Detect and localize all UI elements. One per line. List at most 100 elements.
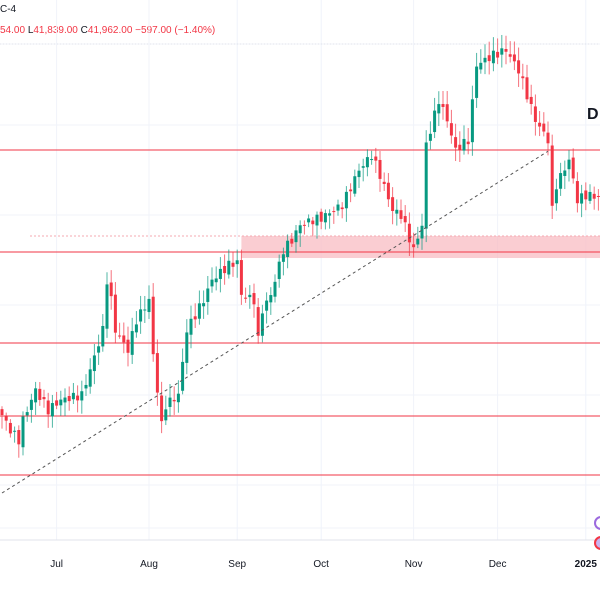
candle-body — [118, 335, 122, 337]
candle-body — [206, 288, 210, 302]
candle-body — [353, 176, 357, 194]
candle-body — [260, 313, 264, 336]
candle-body — [584, 190, 588, 200]
candle-body — [298, 225, 302, 234]
candle-body — [214, 278, 218, 283]
candle-body — [273, 281, 277, 297]
candle-body — [42, 397, 46, 400]
candle-body — [244, 297, 248, 299]
candle-body — [525, 77, 529, 100]
candle-body — [55, 400, 59, 406]
candle-body — [332, 211, 336, 213]
candle-body — [449, 123, 453, 136]
candle-body — [210, 279, 214, 287]
candle-body — [235, 260, 239, 265]
candle-body — [416, 238, 420, 245]
high-value: 54.00 — [0, 25, 26, 36]
candle-body — [92, 355, 96, 372]
candle-body — [151, 296, 155, 355]
candle-body — [533, 106, 537, 122]
candle-body — [475, 66, 479, 98]
candle-body — [399, 210, 403, 219]
candle-body — [458, 144, 462, 151]
x-tick-label: Dec — [489, 559, 507, 570]
candle-body — [265, 300, 269, 311]
low-label: L — [27, 25, 34, 36]
candle-body — [437, 104, 441, 114]
change-value: −597.00 (−1.40%) — [135, 25, 216, 36]
candle-body — [252, 293, 256, 305]
x-tick-label: Aug — [140, 559, 158, 570]
indicator-icon[interactable] — [594, 516, 600, 530]
candle-body — [559, 173, 563, 189]
candle-body — [328, 213, 332, 216]
candle-body — [143, 309, 147, 311]
x-tick-label: Nov — [405, 559, 423, 570]
candle-body — [130, 331, 134, 355]
candle-body — [344, 191, 348, 209]
candle-body — [361, 166, 365, 168]
candle-body — [538, 122, 542, 127]
candle-body — [479, 62, 483, 70]
candle-body — [441, 104, 445, 107]
candle-body — [508, 54, 512, 57]
candle-body — [25, 412, 29, 416]
candle-body — [113, 294, 117, 333]
candle-body — [491, 50, 495, 64]
low-value: 41,839.00 — [33, 25, 78, 36]
candle-body — [382, 181, 386, 184]
candle-body — [17, 430, 21, 445]
candle-body — [575, 181, 579, 204]
candle-body — [126, 339, 130, 353]
candle-body — [403, 216, 407, 223]
candle-body — [248, 294, 252, 298]
candle-body — [277, 261, 281, 280]
candle-body — [29, 399, 33, 410]
close-value: 41,962.00 — [87, 25, 133, 36]
close-label: C — [80, 25, 88, 36]
x-tick-label: 2025 — [575, 559, 598, 570]
alert-icon[interactable] — [594, 536, 600, 550]
candle-body — [286, 240, 290, 257]
candle-body — [428, 133, 432, 141]
x-tick-label: Oct — [313, 559, 329, 570]
candle-body — [433, 110, 437, 133]
candle-body — [466, 141, 470, 145]
x-tick-label: Sep — [228, 559, 246, 570]
candle-body — [281, 254, 285, 262]
candle-body — [407, 223, 411, 243]
candle-body — [202, 303, 206, 307]
candle-body — [470, 99, 474, 143]
candle-body — [0, 409, 4, 415]
candle-body — [160, 395, 164, 422]
candle-body — [290, 238, 294, 244]
candle-body — [4, 415, 8, 421]
candle-body — [80, 391, 84, 401]
candle-body — [76, 395, 80, 401]
candle-body — [34, 388, 38, 403]
candle-body — [420, 225, 424, 239]
ohlc-readout: 54.00 L41,839.00 C41,962.00 −597.00 (−1.… — [0, 25, 215, 36]
candle-body — [46, 400, 50, 415]
candle-body — [386, 182, 390, 200]
candle-body — [311, 220, 315, 225]
candle-body — [97, 346, 101, 353]
candle-body — [227, 260, 231, 275]
candle-body — [109, 282, 113, 297]
candle-body — [592, 193, 596, 199]
candle-body — [504, 49, 508, 52]
candle-body — [370, 159, 374, 161]
candle-body — [147, 298, 151, 313]
candle-body — [546, 132, 550, 144]
candle-body — [483, 57, 487, 63]
candle-body — [349, 189, 353, 192]
candle-body — [563, 170, 567, 176]
candle-body — [71, 392, 75, 400]
candle-body — [542, 123, 546, 132]
candle-body — [256, 307, 260, 336]
candle-body — [134, 324, 138, 333]
candle-body — [239, 260, 243, 295]
candle-body — [512, 54, 516, 62]
candle-body — [550, 145, 554, 206]
